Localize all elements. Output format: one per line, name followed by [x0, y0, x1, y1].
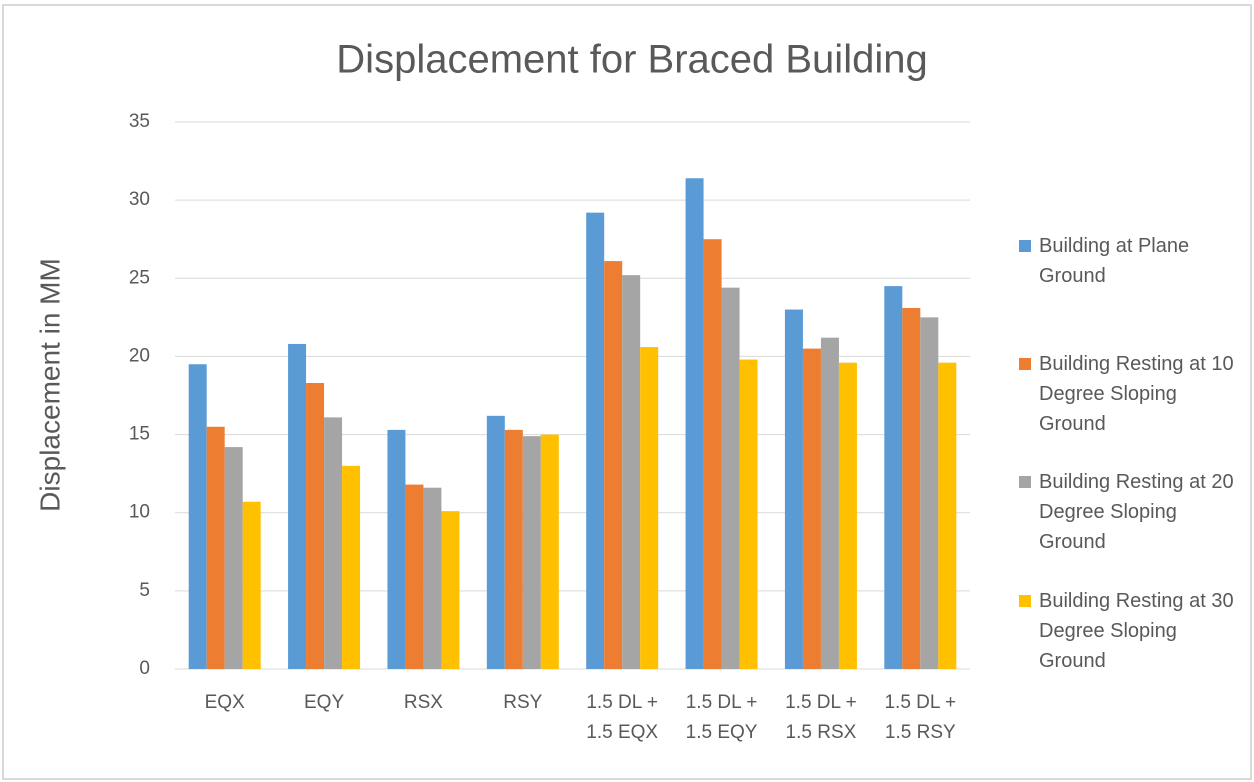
bar [387, 429, 406, 669]
legend-swatch [1019, 476, 1031, 488]
bar [224, 447, 243, 669]
bar [288, 343, 307, 669]
bar [838, 362, 857, 669]
bar [784, 309, 803, 669]
bar [324, 417, 343, 669]
bar [306, 382, 325, 669]
chart-title: Displacement for Braced Building [336, 38, 927, 82]
legend-label: Building at Plane Ground [1039, 235, 1190, 287]
bar [188, 364, 207, 669]
bar [721, 287, 740, 669]
bar [802, 348, 821, 669]
x-tick-label: 1.5 DL + 1.5 EQY [685, 692, 758, 743]
y-tick-label: 25 [129, 267, 150, 288]
bar [342, 465, 361, 669]
bar [540, 434, 559, 669]
bar [405, 484, 424, 669]
x-tick-label: RSX [403, 692, 443, 713]
x-tick-label: EQX [204, 692, 245, 713]
bar [685, 178, 704, 669]
bar [441, 511, 460, 669]
bar [820, 337, 839, 669]
bar [640, 347, 659, 669]
bar [586, 212, 605, 669]
x-tick-label: 1.5 DL + 1.5 RSY [884, 692, 957, 743]
x-tick-label: 1.5 DL + 1.5 EQX [586, 692, 659, 743]
bar [920, 317, 939, 669]
x-tick-label: EQY [304, 692, 345, 713]
y-tick-label: 10 [129, 502, 150, 523]
legend-swatch [1019, 240, 1031, 252]
y-tick-label: 15 [129, 424, 150, 445]
bar [703, 239, 722, 669]
y-axis-label: Displacement in MM [34, 258, 65, 512]
legend-swatch [1019, 595, 1031, 607]
bar [206, 426, 225, 669]
bar [938, 362, 957, 669]
legend-label: Building Resting at 20 Degree Sloping Gr… [1039, 471, 1234, 553]
bar [884, 286, 903, 669]
legend-label: Building Resting at 10 Degree Sloping Gr… [1039, 353, 1234, 435]
y-tick-label: 30 [129, 189, 150, 210]
bar [739, 359, 758, 669]
x-tick-label: RSY [503, 692, 543, 713]
bar [604, 261, 623, 669]
y-tick-label: 20 [129, 345, 150, 366]
y-tick-label: 35 [129, 111, 150, 132]
bar [622, 275, 641, 669]
legend-label: Building Resting at 30 Degree Sloping Gr… [1039, 590, 1234, 672]
bar [423, 487, 442, 669]
bar [486, 415, 505, 669]
y-tick-label: 0 [139, 658, 150, 679]
bar [504, 429, 523, 669]
bar [522, 436, 541, 669]
y-tick-label: 5 [139, 580, 150, 601]
bar [902, 307, 921, 669]
bar [242, 501, 261, 669]
legend-swatch [1019, 358, 1031, 370]
x-tick-label: 1.5 DL + 1.5 RSX [785, 692, 857, 743]
